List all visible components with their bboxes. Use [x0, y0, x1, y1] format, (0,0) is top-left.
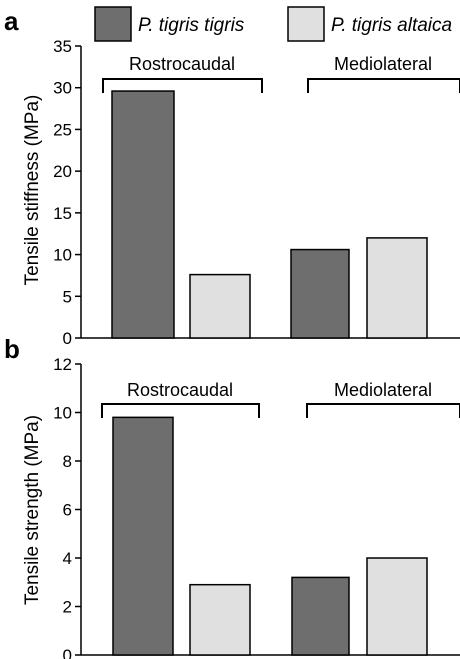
legend-swatch-altaica — [287, 6, 325, 42]
y-tick-label: 8 — [63, 452, 72, 471]
bar-altaica-rostrocaudal — [189, 273, 251, 339]
panel-label-a: a — [4, 6, 19, 36]
y-tick-label: 5 — [63, 287, 72, 306]
bar-tigris-mediolateral — [291, 576, 350, 656]
y-tick-label: 0 — [63, 329, 72, 348]
group-bracket-1 — [306, 403, 460, 418]
group-label-a-0: Rostrocaudal — [129, 54, 235, 74]
y-axis-label-a: Tensile stiffness (MPa) — [22, 95, 43, 286]
y-tick-label: 12 — [53, 355, 72, 374]
y-tick-label: 25 — [53, 120, 72, 139]
y-tick-label: 10 — [53, 404, 72, 423]
y-tick-label: 20 — [53, 162, 72, 181]
group-label-b-0: Rostrocaudal — [127, 380, 233, 400]
group-label-b-1: Mediolateral — [334, 380, 432, 400]
bar-tigris-rostrocaudal — [112, 416, 174, 656]
y-tick-label: 30 — [53, 79, 72, 98]
legend-swatch-tigris — [94, 6, 132, 42]
panel-a-chart: Tensile stiffness (MPa) Rostrocaudal Med… — [22, 37, 460, 348]
y-tick-label: 4 — [63, 549, 72, 568]
y-tick-label: 35 — [53, 37, 72, 56]
group-label-a-1: Mediolateral — [334, 54, 432, 74]
bar-tigris-rostrocaudal — [111, 90, 175, 339]
y-tick-label: 2 — [63, 598, 72, 617]
y-tick-label: 0 — [63, 646, 72, 659]
legend-label-tigris: P. tigris tigris — [138, 15, 245, 36]
group-bracket-0 — [102, 78, 263, 93]
bar-altaica-mediolateral — [366, 237, 428, 339]
bar-altaica-mediolateral — [366, 557, 428, 656]
y-axis-label-b: Tensile strength (MPa) — [22, 415, 43, 605]
panel-label-b: b — [4, 334, 20, 364]
legend: P. tigris tigris P. tigris altaica — [94, 6, 452, 42]
panel-b-chart: Tensile strength (MPa) Rostrocaudal Medi… — [22, 355, 460, 659]
bar-tigris-mediolateral — [290, 248, 350, 339]
bar-altaica-rostrocaudal — [189, 583, 251, 656]
group-bracket-1 — [307, 78, 460, 93]
y-tick-label: 6 — [63, 501, 72, 520]
legend-label-altaica: P. tigris altaica — [331, 15, 452, 36]
y-tick-label: 15 — [53, 204, 72, 223]
y-tick-label: 10 — [53, 246, 72, 265]
group-bracket-0 — [101, 403, 260, 418]
